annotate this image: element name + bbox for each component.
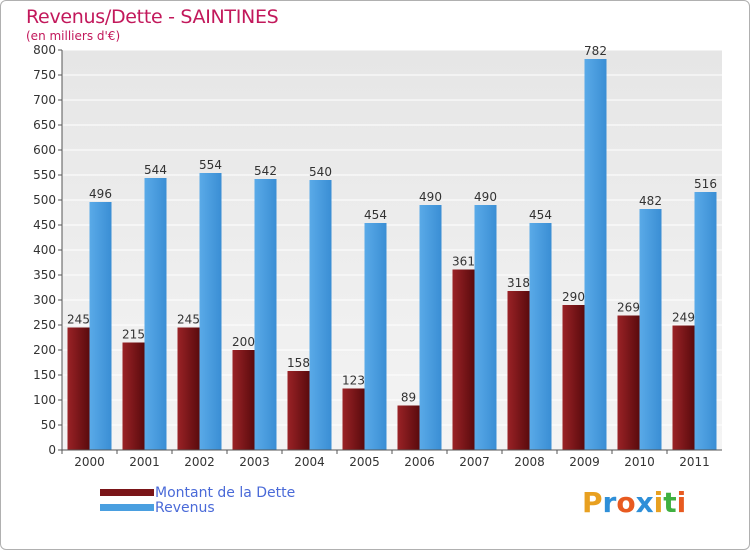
y-tick-label: 350 — [33, 268, 56, 282]
data-label-debt-2006: 89 — [401, 391, 416, 405]
bar-debt-2006 — [397, 405, 420, 450]
y-tick-label: 50 — [41, 418, 56, 432]
y-tick-label: 800 — [33, 43, 56, 57]
bar-debt-2005 — [342, 388, 365, 450]
bar-debt-2009 — [562, 305, 585, 450]
data-label-revenus-2001: 544 — [144, 163, 167, 177]
y-tick-label: 200 — [33, 343, 56, 357]
y-tick-label: 550 — [33, 168, 56, 182]
data-labels: 245 496 215 544 245 554 200 542 158 540 123 454 89 49… — [67, 44, 717, 405]
y-tick-label: 700 — [33, 93, 56, 107]
logo-letter: i — [653, 486, 664, 519]
data-label-debt-2002: 245 — [177, 313, 200, 327]
bar-revenus-2009 — [584, 59, 607, 450]
data-label-revenus-2006: 490 — [419, 190, 442, 204]
logo-letter: x — [635, 486, 654, 519]
data-label-debt-2008: 318 — [507, 276, 530, 290]
bar-revenus-2006 — [419, 205, 442, 450]
y-tick-label: 500 — [33, 193, 56, 207]
data-label-debt-2010: 269 — [617, 301, 640, 315]
y-tick-label: 100 — [33, 393, 56, 407]
logo-letter: i — [676, 486, 687, 519]
legend-swatch-revenus — [100, 504, 154, 511]
chart-title: Revenus/Dette - SAINTINES — [26, 6, 279, 28]
bar-revenus-2001 — [144, 178, 167, 450]
bar-debt-2008 — [507, 291, 530, 450]
bar-debt-2010 — [617, 315, 640, 450]
grid-lines — [62, 49, 722, 426]
bar-revenus-2000 — [89, 202, 112, 450]
y-tick-label: 750 — [33, 68, 56, 82]
x-tick-label: 2006 — [404, 455, 435, 469]
bar-revenus-2007 — [474, 205, 497, 450]
data-label-debt-2007: 361 — [452, 255, 475, 269]
data-label-debt-2009: 290 — [562, 290, 585, 304]
data-label-revenus-2011: 516 — [694, 177, 717, 191]
chart-subtitle: (en milliers d'€) — [26, 29, 121, 43]
data-label-revenus-2007: 490 — [474, 190, 497, 204]
bar-debt-2000 — [67, 327, 90, 450]
bar-revenus-2003 — [254, 179, 277, 450]
y-tick-label: 0 — [48, 443, 56, 457]
bar-debt-2007 — [452, 269, 475, 450]
logo-letter: o — [616, 486, 636, 519]
bar-revenus-2004 — [309, 180, 332, 450]
x-tick-label: 2003 — [239, 455, 270, 469]
bar-debt-2011 — [672, 325, 695, 450]
y-tick-label: 150 — [33, 368, 56, 382]
x-tick-label: 2011 — [679, 455, 710, 469]
bar-revenus-2005 — [364, 223, 387, 450]
data-label-revenus-2002: 554 — [199, 158, 222, 172]
legend-swatch-debt — [100, 489, 154, 496]
bar-debt-2004 — [287, 371, 310, 450]
x-tick-label: 2009 — [569, 455, 600, 469]
data-label-revenus-2000: 496 — [89, 187, 112, 201]
data-label-revenus-2009: 782 — [584, 44, 607, 58]
bar-debt-2003 — [232, 350, 255, 450]
x-tick-label: 2010 — [624, 455, 655, 469]
bars-group — [67, 59, 717, 450]
data-label-revenus-2004: 540 — [309, 165, 332, 179]
x-tick-label: 2002 — [184, 455, 215, 469]
x-tick-label: 2007 — [459, 455, 490, 469]
data-label-debt-2003: 200 — [232, 335, 255, 349]
logo-letter: t — [663, 486, 677, 519]
logo-letter: P — [582, 486, 603, 519]
x-tick-label: 2001 — [129, 455, 160, 469]
bar-revenus-2010 — [639, 209, 662, 450]
bar-debt-2001 — [122, 342, 145, 450]
data-label-revenus-2005: 454 — [364, 208, 387, 222]
legend-label-revenus: Revenus — [155, 500, 215, 516]
data-label-revenus-2008: 454 — [529, 208, 552, 222]
bar-revenus-2011 — [694, 192, 717, 450]
y-tick-label: 450 — [33, 218, 56, 232]
data-label-revenus-2003: 542 — [254, 164, 277, 178]
bar-debt-2002 — [177, 327, 200, 450]
x-tick-label: 2005 — [349, 455, 380, 469]
data-label-debt-2000: 245 — [67, 313, 90, 327]
y-tick-label: 300 — [33, 293, 56, 307]
bar-revenus-2008 — [529, 223, 552, 450]
data-label-debt-2001: 215 — [122, 328, 145, 342]
bar-revenus-2002 — [199, 173, 222, 450]
y-tick-label: 600 — [33, 143, 56, 157]
proxiti-logo: Proxiti — [582, 486, 686, 519]
legend-label-debt: Montant de la Dette — [155, 485, 296, 501]
x-tick-label: 2008 — [514, 455, 545, 469]
x-tick-label: 2000 — [74, 455, 105, 469]
data-label-debt-2005: 123 — [342, 374, 365, 388]
data-label-debt-2004: 158 — [287, 356, 310, 370]
y-tick-label: 250 — [33, 318, 56, 332]
logo-letter: r — [602, 486, 617, 519]
y-tick-label: 400 — [33, 243, 56, 257]
y-axis: 0 50 100 150 200 250 300 350 400 450 500 550 600 650 7… — [33, 43, 63, 457]
data-label-debt-2011: 249 — [672, 311, 695, 325]
data-label-revenus-2010: 482 — [639, 194, 662, 208]
x-tick-label: 2004 — [294, 455, 325, 469]
x-axis: 2000 2001 2002 2003 2004 2005 2006 2007 2008 2009… — [61, 449, 722, 469]
y-tick-label: 650 — [33, 118, 56, 132]
